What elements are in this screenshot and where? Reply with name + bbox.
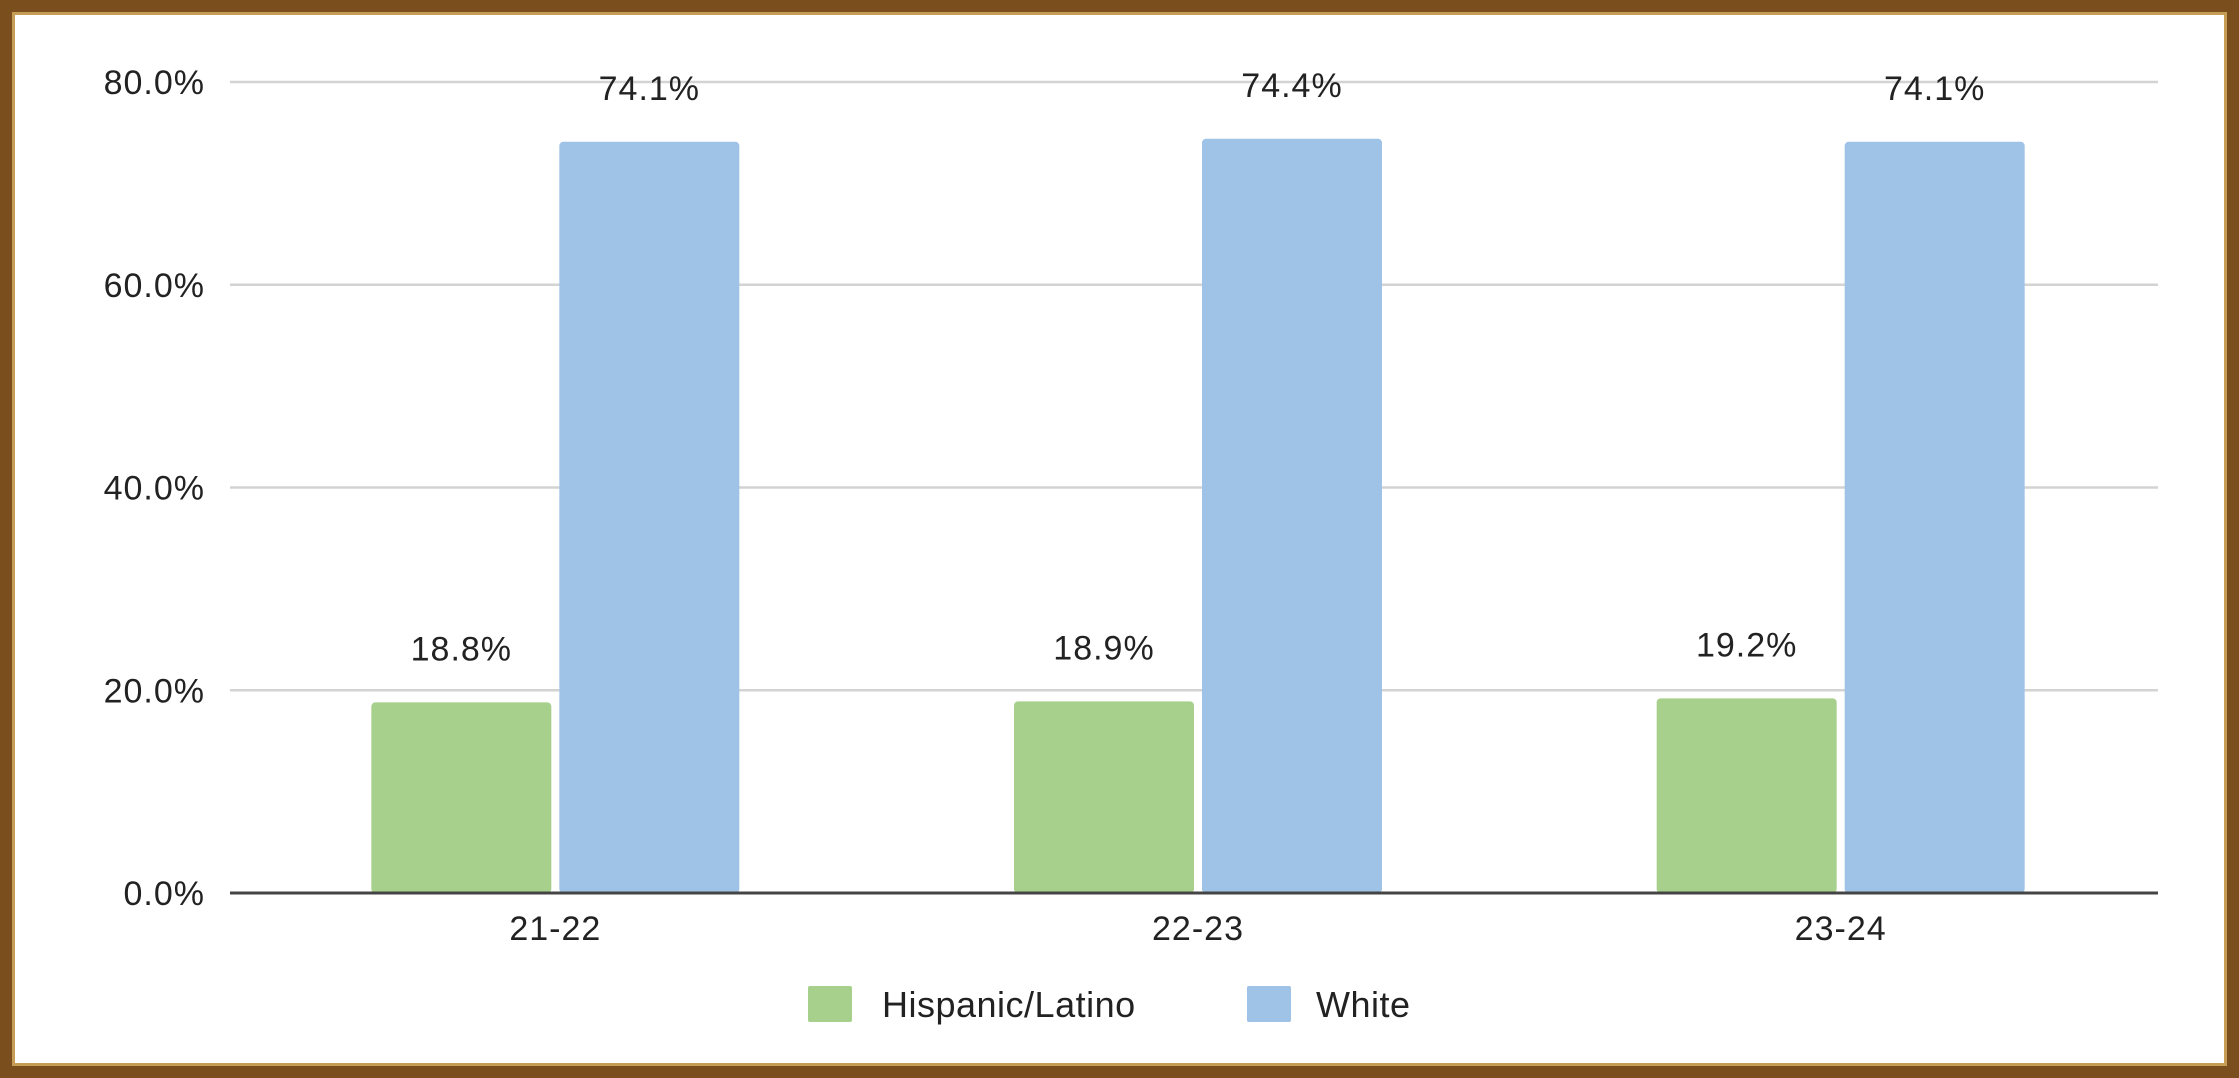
data-label: 18.9% — [1053, 629, 1154, 667]
legend-label: Hispanic/Latino — [882, 984, 1136, 1025]
data-label: 74.1% — [599, 70, 700, 108]
y-axis-tick-labels: 0.0% 20.0% 40.0% 60.0% 80.0% — [104, 64, 206, 913]
data-label: 74.1% — [1884, 70, 1985, 108]
bar-hispanic-latino-21-22 — [371, 702, 552, 893]
x-tick-label: 22-23 — [1152, 910, 1244, 948]
bar-white-22-23 — [1202, 138, 1382, 893]
data-labels: 18.8% 74.1% 18.9% 74.4% 19.2% 74.1% — [411, 67, 1985, 669]
y-tick-label: 0.0% — [124, 875, 206, 913]
bars — [371, 138, 2025, 893]
y-tick-label: 20.0% — [104, 672, 205, 710]
bar-hispanic-latino-22-23 — [1014, 701, 1194, 893]
y-tick-label: 40.0% — [104, 470, 205, 508]
legend-swatch — [808, 986, 852, 1022]
bar-hispanic-latino-23-24 — [1656, 698, 1837, 893]
gridlines — [230, 80, 2158, 692]
y-tick-label: 80.0% — [104, 64, 205, 102]
bar-white-21-22 — [559, 141, 740, 893]
data-label: 19.2% — [1696, 626, 1797, 664]
legend-swatch — [1247, 986, 1291, 1022]
x-tick-label: 21-22 — [509, 910, 601, 948]
y-tick-label: 60.0% — [104, 267, 205, 305]
data-label: 18.8% — [411, 630, 512, 668]
x-tick-label: 23-24 — [1795, 910, 1887, 948]
bar-white-23-24 — [1844, 141, 2025, 893]
data-label: 74.4% — [1241, 67, 1342, 105]
legend-label: White — [1316, 984, 1411, 1025]
x-axis-category-labels: 21-22 22-23 23-24 — [509, 910, 1887, 948]
legend: Hispanic/Latino White — [808, 984, 1411, 1025]
